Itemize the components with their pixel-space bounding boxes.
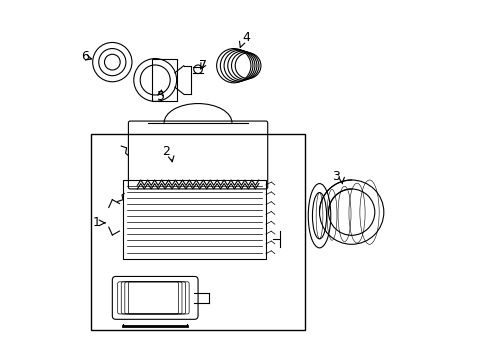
Bar <box>91 134 305 330</box>
Text: 3: 3 <box>331 170 339 183</box>
Text: 5: 5 <box>156 90 164 103</box>
Text: 7: 7 <box>199 59 207 72</box>
Text: 4: 4 <box>242 31 250 44</box>
Text: 2: 2 <box>162 145 169 158</box>
Bar <box>123 180 265 258</box>
Text: 6: 6 <box>81 50 89 63</box>
Text: 1: 1 <box>92 216 100 229</box>
Bar <box>151 59 176 102</box>
